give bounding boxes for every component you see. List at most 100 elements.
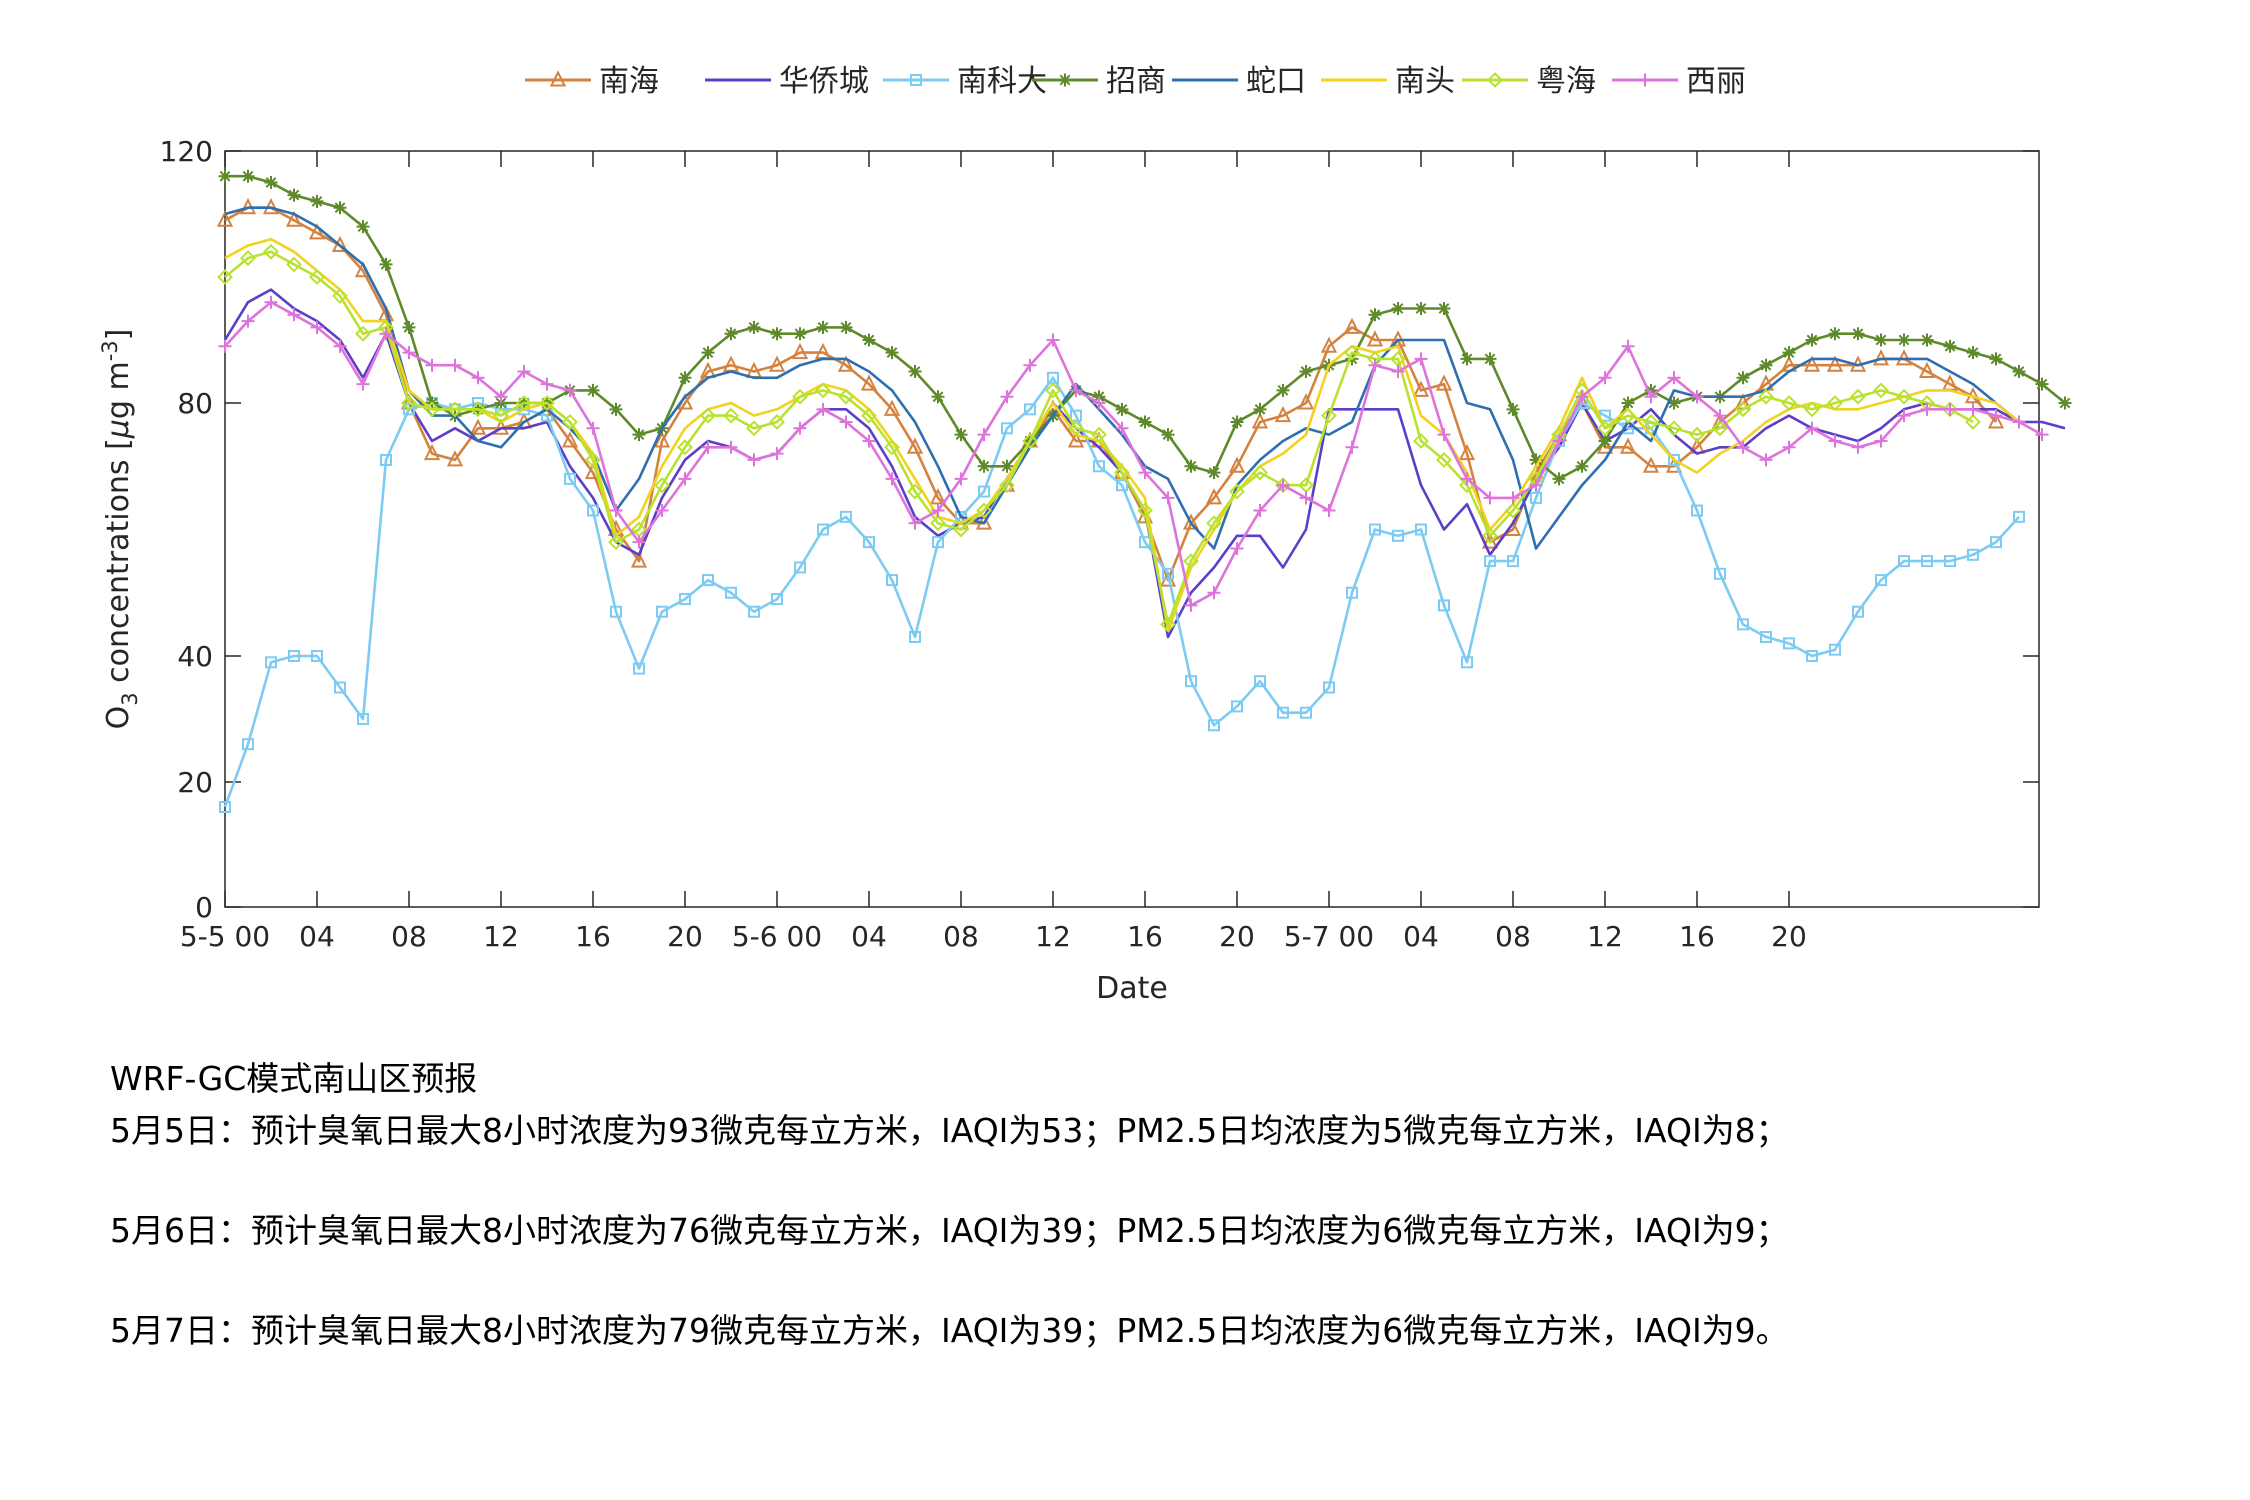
data-point bbox=[264, 295, 278, 309]
data-point bbox=[885, 472, 899, 486]
data-point bbox=[1299, 491, 1313, 505]
data-point bbox=[241, 314, 255, 328]
data-point bbox=[379, 327, 393, 341]
data-point bbox=[1139, 536, 1151, 549]
data-point bbox=[838, 388, 854, 405]
data-point bbox=[794, 561, 806, 574]
data-point bbox=[1093, 460, 1105, 473]
legend-label: 粤海 bbox=[1536, 64, 1596, 99]
legend-item: 南科大 bbox=[883, 64, 1047, 99]
forecast-line-may7: 5月7日：预计臭氧日最大8小时浓度为79微克每立方米，IAQI为39；PM2.5… bbox=[110, 1311, 1789, 1350]
data-point bbox=[1851, 327, 1865, 341]
data-point bbox=[1989, 409, 2003, 423]
data-point bbox=[863, 536, 875, 549]
data-point bbox=[1506, 402, 1520, 416]
data-point bbox=[2058, 396, 2072, 410]
data-point bbox=[402, 346, 416, 360]
data-point bbox=[1300, 706, 1312, 719]
data-point bbox=[1644, 390, 1658, 404]
data-point bbox=[265, 656, 277, 669]
data-point bbox=[1735, 401, 1751, 418]
data-point bbox=[883, 399, 901, 416]
data-point bbox=[1552, 472, 1566, 486]
data-point bbox=[471, 371, 485, 385]
data-point bbox=[954, 428, 968, 442]
data-point bbox=[285, 210, 303, 227]
data-point bbox=[840, 510, 852, 523]
y-axis-label: O3 concentrations [μg m-3] bbox=[98, 329, 142, 730]
x-tick-label: 16 bbox=[1679, 920, 1715, 953]
data-point bbox=[907, 483, 923, 500]
data-point bbox=[1207, 466, 1221, 480]
data-point bbox=[839, 415, 853, 429]
data-point bbox=[1505, 502, 1521, 519]
data-point bbox=[1758, 388, 1774, 405]
y-label-end: ] bbox=[101, 329, 136, 341]
data-point bbox=[1343, 317, 1361, 334]
data-point bbox=[1967, 548, 1979, 561]
data-point bbox=[1619, 437, 1637, 454]
data-point bbox=[1966, 402, 1980, 416]
data-point bbox=[977, 459, 991, 473]
data-point bbox=[908, 365, 922, 378]
data-point bbox=[1183, 553, 1199, 570]
data-point bbox=[333, 339, 347, 353]
data-point bbox=[287, 308, 301, 322]
data-point bbox=[929, 488, 947, 505]
data-point bbox=[1344, 344, 1360, 361]
data-point bbox=[1829, 643, 1841, 656]
data-point bbox=[219, 801, 231, 813]
data-point bbox=[1320, 336, 1338, 353]
data-point bbox=[861, 407, 877, 424]
data-point bbox=[1552, 434, 1566, 448]
data-point bbox=[1667, 371, 1681, 385]
data-point bbox=[1022, 433, 1038, 449]
data-point bbox=[1391, 365, 1405, 378]
data-point bbox=[1000, 459, 1014, 473]
data-point bbox=[242, 738, 254, 751]
data-point bbox=[1321, 407, 1337, 424]
data-point bbox=[287, 188, 301, 202]
data-point bbox=[1322, 504, 1336, 518]
data-point bbox=[1575, 459, 1589, 473]
data-point bbox=[2012, 415, 2026, 429]
data-point bbox=[311, 650, 323, 662]
data-point bbox=[1828, 434, 1842, 448]
data-point bbox=[724, 440, 738, 454]
data-point bbox=[1024, 403, 1036, 416]
data-point bbox=[1666, 420, 1682, 437]
data-point bbox=[1987, 412, 2005, 429]
data-point bbox=[564, 472, 576, 485]
data-point bbox=[1437, 302, 1451, 315]
data-point bbox=[771, 593, 783, 606]
data-point bbox=[332, 287, 348, 304]
data-point bbox=[1759, 453, 1773, 467]
data-point bbox=[1231, 700, 1243, 713]
data-point bbox=[1185, 675, 1197, 688]
data-point bbox=[770, 447, 784, 461]
data-point bbox=[1184, 598, 1198, 612]
y-tick-label: 20 bbox=[177, 766, 213, 799]
forecast-line-may6: 5月6日：预计臭氧日最大8小时浓度为76微克每立方米，IAQI为39；PM2.5… bbox=[110, 1211, 1789, 1250]
data-point bbox=[724, 327, 738, 341]
data-point bbox=[1850, 388, 1866, 405]
x-tick-label: 12 bbox=[483, 920, 519, 953]
data-point bbox=[218, 169, 232, 183]
data-point bbox=[1826, 355, 1844, 372]
data-point bbox=[217, 269, 233, 285]
data-point bbox=[1828, 327, 1842, 341]
x-tick-label: 08 bbox=[391, 920, 427, 953]
data-point bbox=[791, 342, 809, 360]
data-point bbox=[1529, 453, 1543, 467]
data-point bbox=[609, 504, 623, 518]
data-point bbox=[563, 383, 577, 397]
data-point bbox=[1642, 456, 1660, 473]
data-point bbox=[1921, 555, 1933, 568]
data-point bbox=[656, 605, 668, 618]
data-point bbox=[286, 256, 302, 273]
data-point bbox=[747, 320, 761, 334]
data-point bbox=[1691, 504, 1703, 517]
data-point bbox=[1000, 390, 1014, 404]
data-point bbox=[906, 437, 924, 454]
data-point bbox=[678, 371, 692, 385]
